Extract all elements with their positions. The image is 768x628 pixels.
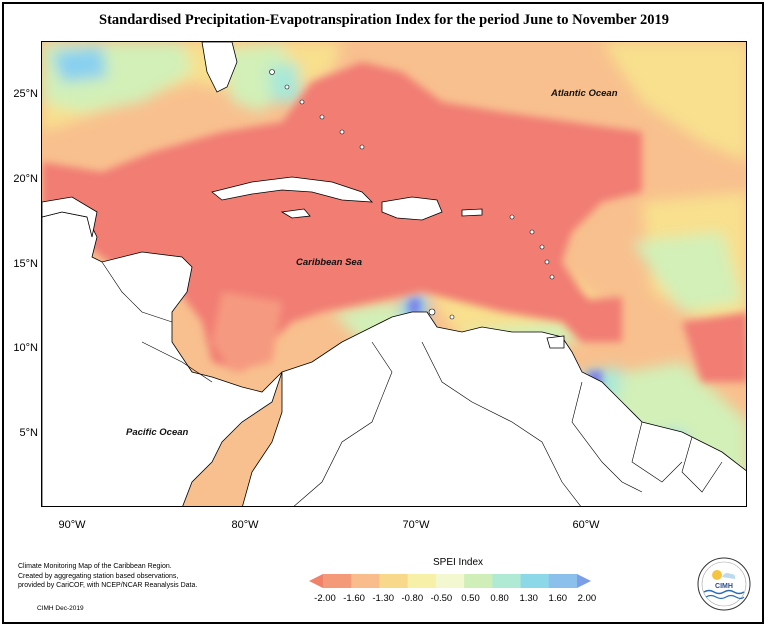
- country-borders: [101, 261, 723, 506]
- small-islands: [269, 69, 555, 320]
- cloud-icon: [722, 573, 736, 579]
- credits-line-1: Climate Monitoring Map of the Caribbean …: [18, 563, 172, 570]
- lon-label-80w: 80°W: [231, 519, 259, 531]
- legend-colorbar: [309, 574, 591, 588]
- credits-footer: CIMH Dec-2019: [37, 605, 84, 612]
- lat-label-10n: 10°N: [13, 342, 38, 354]
- legend-swatch: [435, 574, 465, 588]
- legend-swatch-low: [309, 574, 323, 588]
- sun-icon: [712, 570, 722, 580]
- logo-text: CIMH: [715, 583, 733, 590]
- legend-swatch: [407, 574, 437, 588]
- credits-line-2: Created by aggregating station based obs…: [18, 572, 179, 580]
- legend-swatch: [548, 574, 578, 588]
- lat-label-5n: 5°N: [19, 427, 38, 439]
- legend-tick-label: 0.50: [461, 593, 480, 604]
- map-panel: [41, 41, 747, 507]
- legend-tick-label: -0.80: [401, 593, 424, 604]
- legend-swatch: [323, 574, 352, 588]
- legend-swatch-high: [577, 574, 591, 588]
- wave-icon: [703, 589, 745, 595]
- lon-label-90w: 90°W: [58, 519, 86, 531]
- lon-label-60w: 60°W: [572, 519, 600, 531]
- credits-block: Climate Monitoring Map of the Caribbean …: [18, 562, 218, 591]
- legend-tick-label: -0.50: [430, 593, 453, 604]
- lon-label-70w: 70°W: [402, 519, 430, 531]
- map-title: Standardised Precipitation-Evapotranspir…: [99, 12, 669, 28]
- spei-map: [42, 42, 746, 506]
- legend-tick-label: 2.00: [577, 593, 597, 604]
- legend-tick-label: -2.00: [314, 593, 336, 604]
- lat-label-25n: 25°N: [13, 88, 38, 100]
- cimh-logo: CIMH: [697, 557, 751, 611]
- legend-title: SPEI Index: [432, 557, 484, 568]
- credits-line-3: provided by CariCOF, with NCEP/NCAR Rean…: [18, 582, 198, 589]
- region-label-pacific: Pacific Ocean: [126, 427, 189, 438]
- legend-tick-label: -1.60: [343, 593, 365, 604]
- legend-tick-label: 0.80: [490, 593, 509, 604]
- legend-swatch: [351, 574, 380, 588]
- region-label-atlantic: Atlantic Ocean: [551, 88, 618, 99]
- legend-swatch: [520, 574, 550, 588]
- legend-swatch: [492, 574, 522, 588]
- legend-tick-label: -1.30: [372, 593, 395, 604]
- legend-tick-label: 1.60: [548, 593, 568, 604]
- region-label-caribbean: Caribbean Sea: [296, 257, 362, 268]
- legend-swatch: [379, 574, 409, 588]
- legend-tick-label: 1.30: [519, 593, 538, 604]
- land-masses: [42, 42, 746, 506]
- lat-label-20n: 20°N: [13, 173, 38, 185]
- lat-label-15n: 15°N: [13, 258, 38, 270]
- legend-swatch: [464, 574, 493, 588]
- legend-ticks: -2.00 -1.60 -1.30 -0.80 -0.50 0.50 0.80 1.30 1.6…: [314, 593, 596, 605]
